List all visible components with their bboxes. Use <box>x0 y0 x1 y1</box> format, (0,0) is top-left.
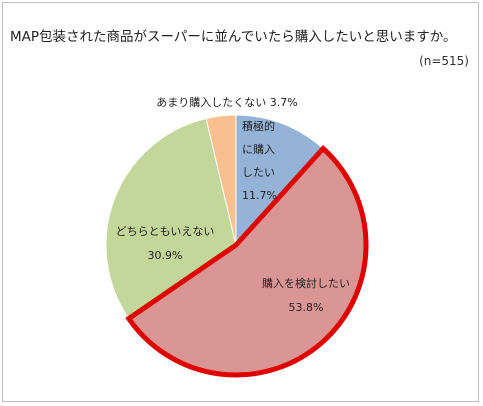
slice-label-1: 積極的に購入したい 11.7% <box>242 119 277 202</box>
slice-value-2: 53.8% <box>289 301 324 314</box>
slice-label-3: どちらともいえない 30.9% <box>116 225 215 262</box>
slice-value-1: 11.7% <box>242 189 277 202</box>
pie-slice-1 <box>235 114 324 247</box>
pie-slice-3 <box>105 117 237 320</box>
slice-label-4: あまり購入したくない 3.7% <box>156 95 297 109</box>
chart-title: MAP包装された商品がスーパーに並んでいたら購入したいと思いますか。 <box>10 29 457 45</box>
pie-slice-4 <box>205 114 237 246</box>
sample-size-label: (n=515) <box>419 54 469 68</box>
highlight-outline <box>125 144 369 378</box>
slice-label-2: 購入を検討したい 53.8% <box>262 276 350 314</box>
slice-value-3: 30.9% <box>148 249 183 262</box>
